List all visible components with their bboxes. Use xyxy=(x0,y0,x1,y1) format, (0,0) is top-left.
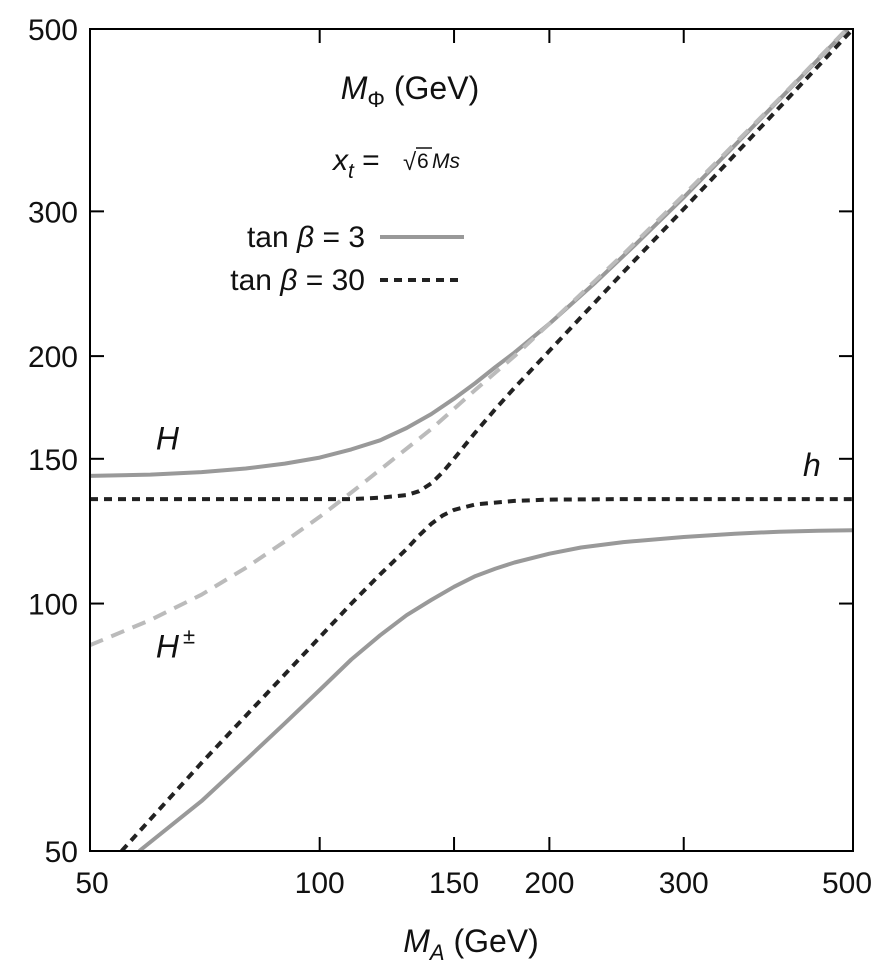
plot-frame xyxy=(89,28,854,852)
condition-sub: t xyxy=(348,160,355,183)
condition-root-arg: 6 xyxy=(417,150,429,173)
series-line-h-tanb30 xyxy=(120,497,853,851)
curve-label-h: h xyxy=(803,447,821,483)
condition-var: x xyxy=(331,144,349,177)
y-tick-labels: 50 100 150 200 300 500 xyxy=(28,14,78,869)
x-tick-label: 100 xyxy=(295,867,345,900)
curve-label-H-charged: H ± xyxy=(156,623,195,664)
series-group xyxy=(90,29,853,851)
y-tick-label: 100 xyxy=(28,589,78,622)
y-tick-label: 500 xyxy=(28,14,78,47)
x-tick-label: 150 xyxy=(429,867,479,900)
legend-label-2: tan β = 30 xyxy=(230,264,365,297)
x-axis-title: MA (GeV) xyxy=(403,923,539,965)
legend: tan β = 3 tan β = 30 xyxy=(230,221,464,297)
series-line-h-tanb3 xyxy=(137,528,853,851)
x-tick-label: 50 xyxy=(75,867,108,900)
y-tick-label: 200 xyxy=(28,341,78,374)
y-tick-label: 50 xyxy=(45,836,78,869)
condition-root: √ xyxy=(403,149,417,176)
inner-title: MΦ (GeV) xyxy=(341,70,479,112)
condition-annotation: xt = √ 6 Ms xyxy=(331,144,460,183)
condition-eq: = xyxy=(354,144,380,177)
curve-label-H: H xyxy=(156,420,180,456)
y-tick-label: 300 xyxy=(28,196,78,229)
x-tick-label: 200 xyxy=(524,867,574,900)
x-tick-label: 500 xyxy=(822,867,872,900)
y-tick-label: 150 xyxy=(28,444,78,477)
condition-rest: Ms xyxy=(432,150,460,173)
curve-labels: Hh H ± xyxy=(156,420,821,664)
x-tick-labels: 50 100 150 200 300 500 xyxy=(75,867,872,900)
axis-ticks xyxy=(89,28,854,852)
x-tick-label: 300 xyxy=(659,867,709,900)
svg-text:xt =: xt = xyxy=(331,144,380,183)
series-line-H-charged-tanb3 xyxy=(90,29,850,648)
legend-label-1: tan β = 3 xyxy=(247,221,365,254)
